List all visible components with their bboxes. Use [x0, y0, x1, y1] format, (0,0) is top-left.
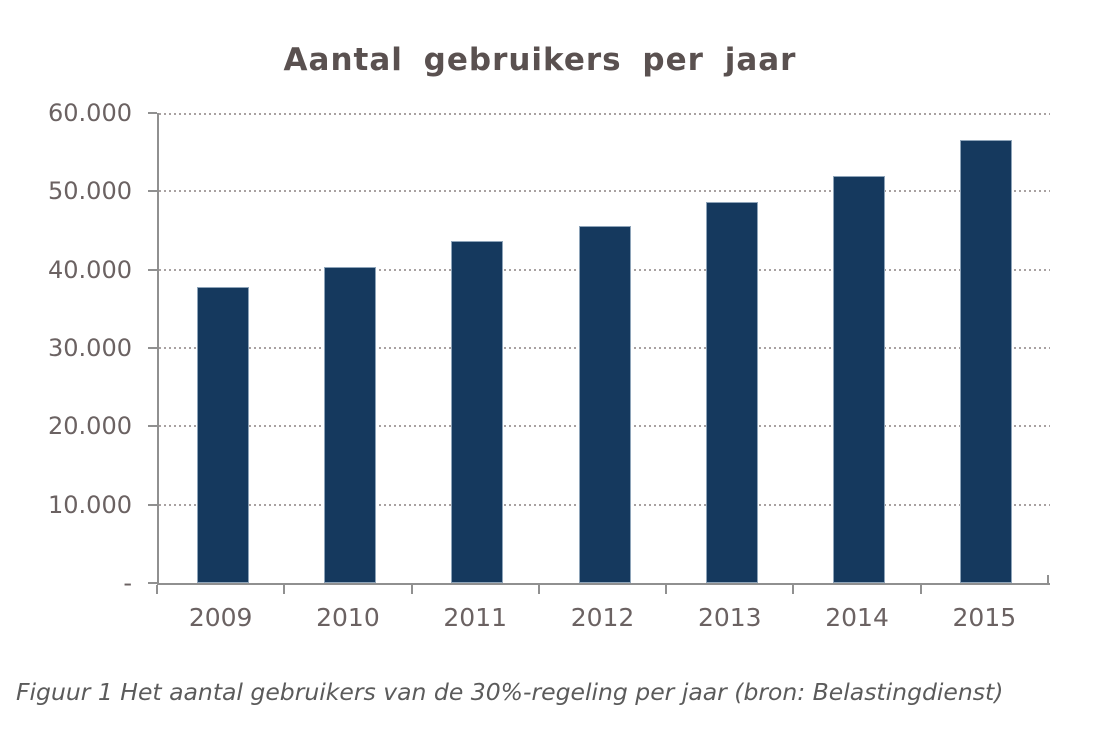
bar-2009 [196, 286, 249, 583]
bar-2010 [323, 266, 376, 583]
bar-2011 [451, 241, 504, 583]
figure-caption: Figuur 1 Het aantal gebruikers van de 30… [16, 678, 1004, 706]
x-axis-label-2012: 2012 [570, 603, 635, 632]
x-axis-label-2014: 2014 [825, 603, 889, 632]
y-axis-tick-10000 [148, 503, 157, 506]
x-axis-tick-6 [919, 585, 922, 594]
gridline-50000 [159, 190, 1050, 193]
y-axis-tick-50000 [148, 190, 157, 193]
x-axis-tick-1 [283, 585, 286, 594]
x-axis-tick-4 [665, 585, 668, 594]
y-axis-label-30000: 30.000 [48, 334, 132, 362]
x-axis-tick-2 [410, 585, 413, 594]
chart-title: Aantal gebruikers per jaar [283, 42, 797, 78]
y-axis-label-60000: 60.000 [48, 99, 132, 127]
x-axis-label-2009: 2009 [188, 603, 253, 632]
y-axis-tick-40000 [148, 268, 157, 271]
x-axis-tick-0 [156, 585, 158, 594]
y-axis-label-10000: 10.000 [48, 490, 132, 519]
x-axis-tick-3 [537, 585, 540, 594]
y-axis-label-0: - [123, 569, 132, 597]
x-axis-label-2015: 2015 [952, 603, 1017, 632]
y-axis-tick-20000 [148, 425, 157, 428]
x-axis-right-end-stub [1047, 575, 1049, 583]
plot-area [148, 112, 1050, 585]
bar-2015 [960, 140, 1013, 583]
y-axis-label-20000: 20.000 [48, 412, 132, 441]
y-axis-tick-0 [148, 582, 157, 584]
y-axis-label-40000: 40.000 [48, 255, 132, 284]
y-axis-tick-60000 [148, 112, 157, 114]
x-axis-tick-5 [792, 585, 795, 594]
y-axis-label-50000: 50.000 [48, 177, 132, 206]
gridline-60000 [159, 113, 1050, 115]
y-axis-tick-30000 [148, 347, 157, 349]
x-axis-label-2010: 2010 [316, 603, 380, 632]
bar-2013 [705, 201, 758, 583]
x-axis-label-2013: 2013 [697, 603, 762, 632]
x-axis-label-2011: 2011 [443, 603, 508, 632]
bar-2012 [578, 225, 631, 583]
bar-2014 [833, 176, 886, 583]
